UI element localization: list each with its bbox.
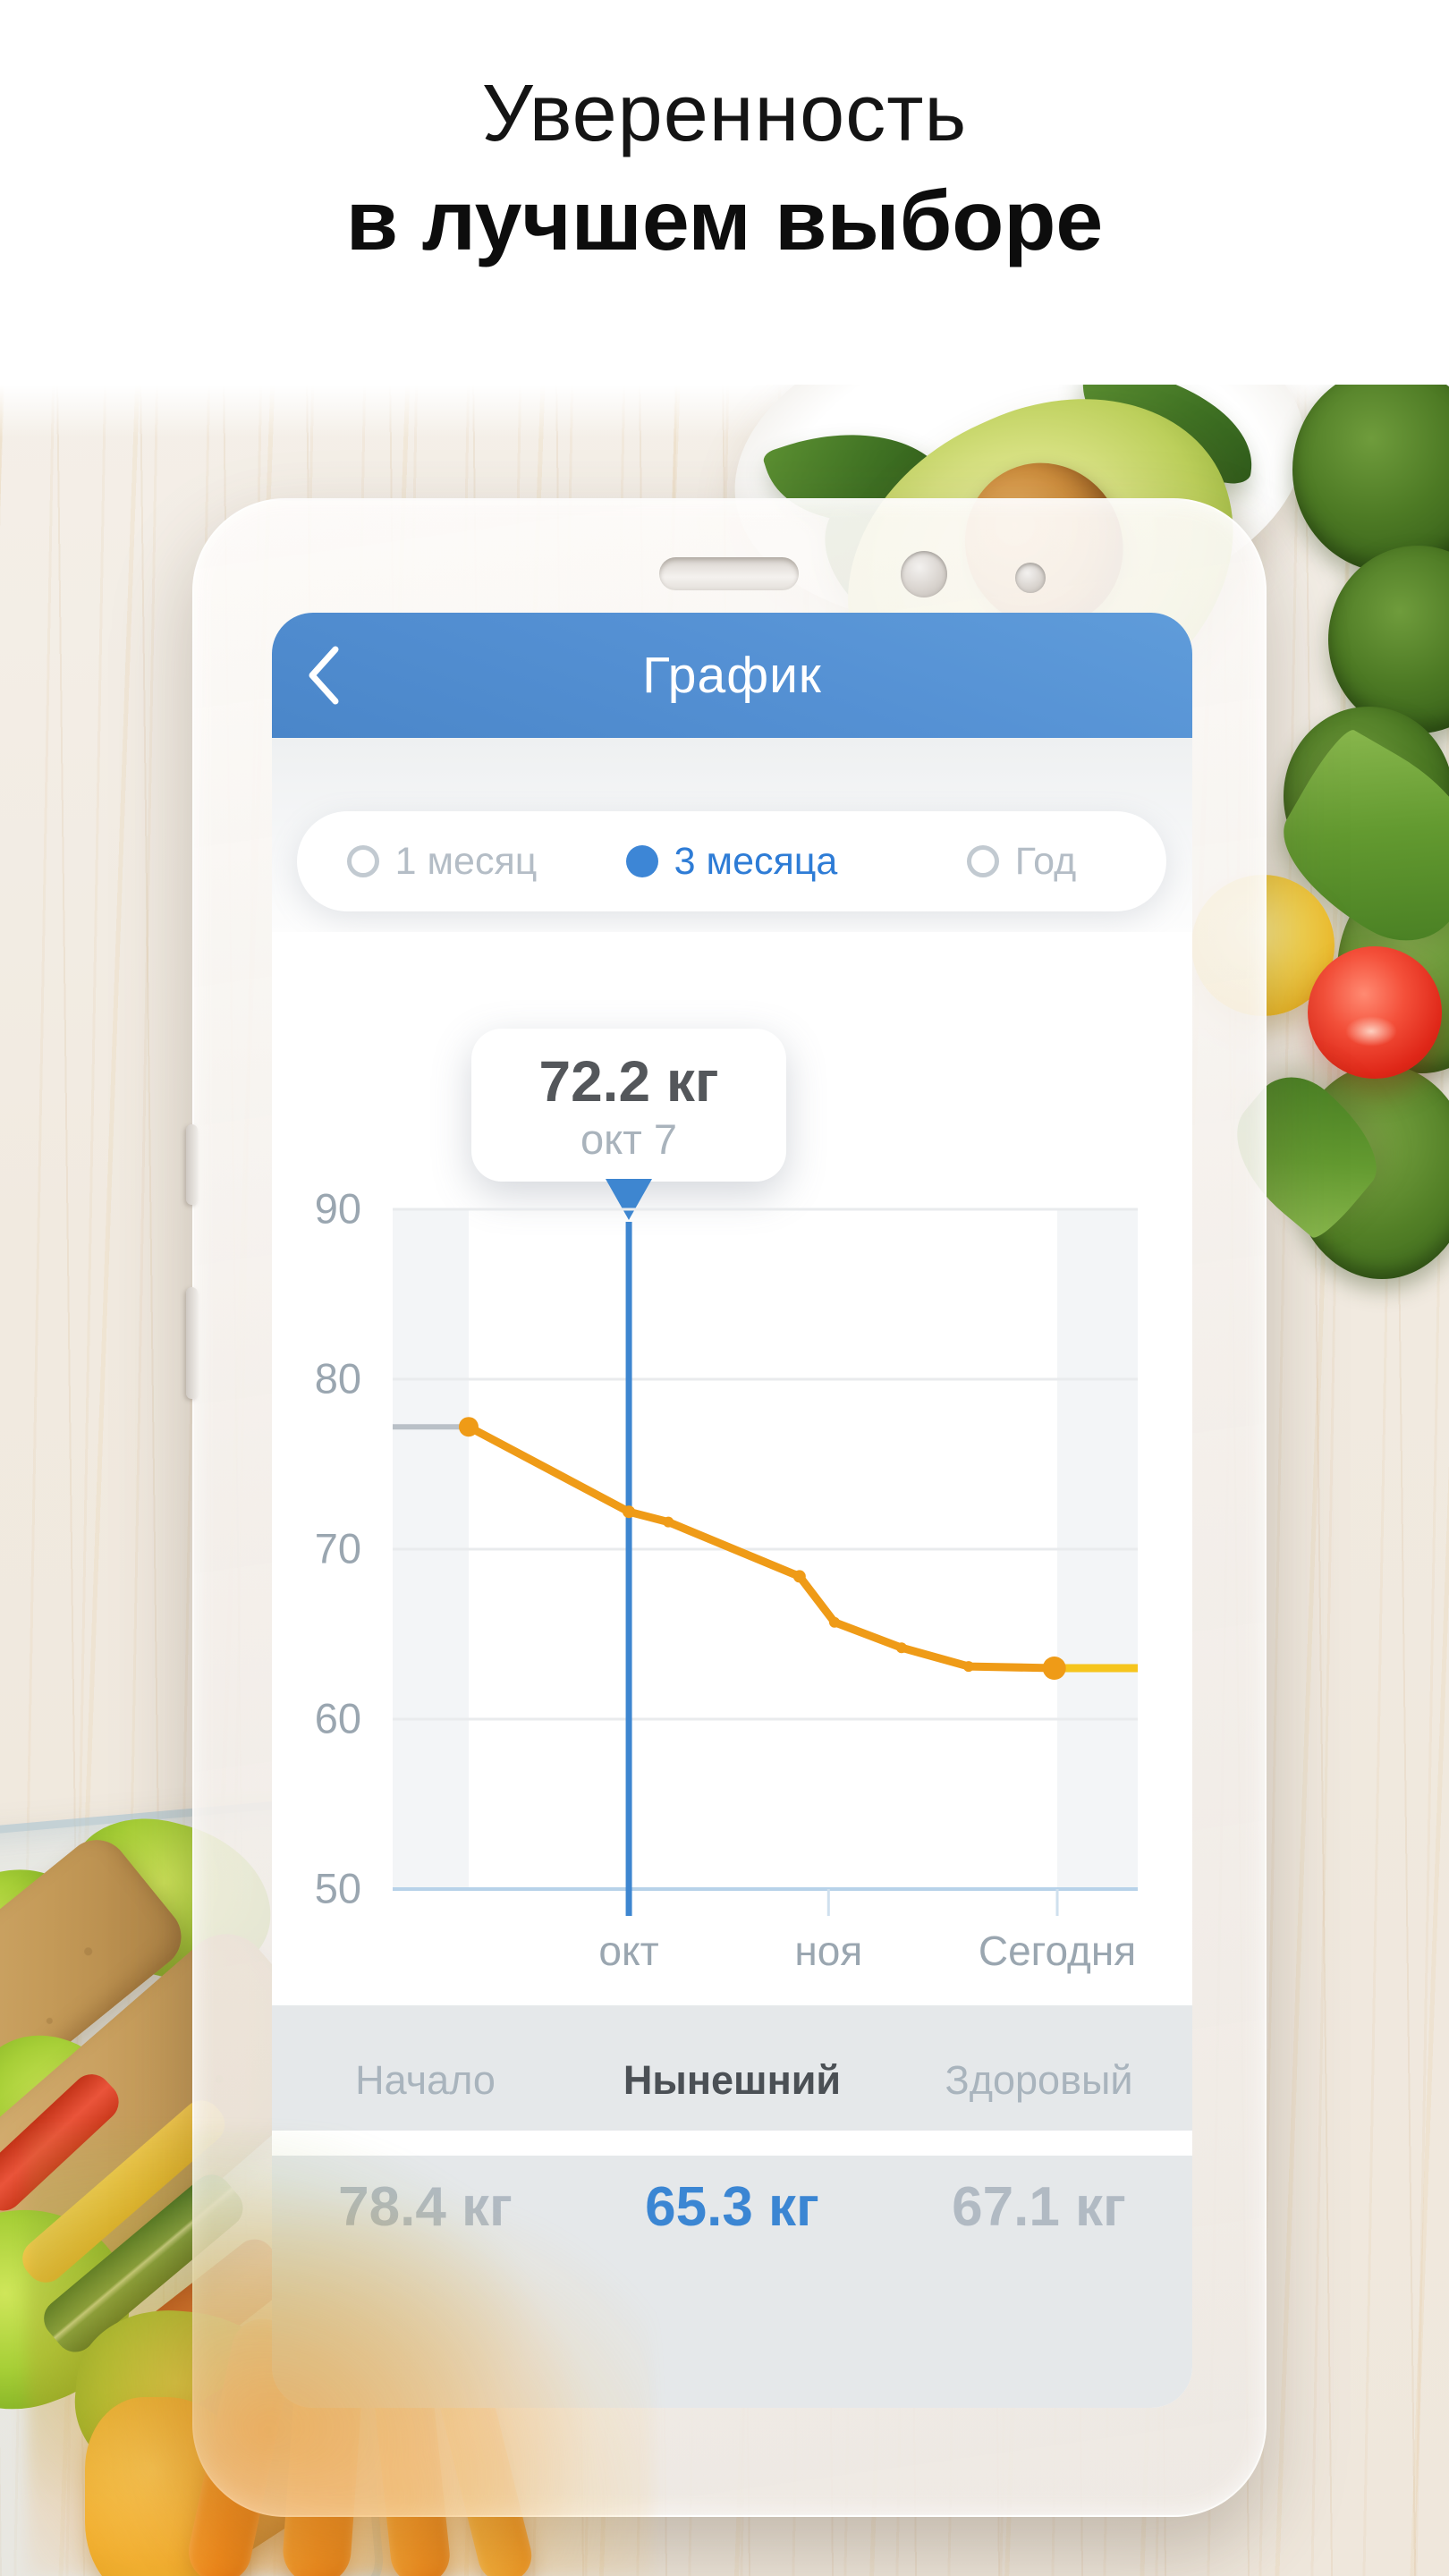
y-tick-label: 80 (314, 1354, 361, 1402)
stat-current-value: 65.3 кг (645, 2176, 819, 2238)
x-tick-label: окт (598, 1928, 659, 1974)
y-axis-labels: 90 80 70 60 50 (272, 1184, 369, 1911)
cherry-tomato-image (1308, 946, 1442, 1079)
stat-start: Начало (355, 2057, 496, 2103)
y-tick-label: 90 (314, 1184, 361, 1233)
earpiece-speaker (659, 557, 799, 590)
y-tick-label: 70 (314, 1524, 361, 1572)
radio-icon (625, 845, 658, 877)
stats-divider (272, 2131, 1192, 2156)
stat-healthy: Здоровый (945, 2057, 1133, 2103)
x-tick-label: ноя (794, 1928, 863, 1974)
front-camera (901, 551, 947, 597)
tooltip-date: окт 7 (580, 1115, 677, 1164)
phone-frame: График 1 месяц 3 месяца Год (186, 498, 1267, 2517)
stat-start-value: 78.4 кг (338, 2176, 513, 2238)
power-button (186, 1287, 198, 1399)
radio-icon (346, 845, 379, 877)
volume-button (186, 1124, 198, 1205)
hero-title-line2: в лучшем выборе (345, 174, 1104, 268)
period-option-year[interactable]: Год (877, 840, 1166, 884)
page-title: График (642, 647, 822, 704)
proximity-sensor (1015, 563, 1046, 593)
back-button[interactable] (288, 632, 360, 718)
chart-tooltip: 72.2 кг окт 7 (471, 1029, 786, 1182)
chart-card: 72.2 кг окт 7 90 80 70 60 50 окт ноя Сегодня (272, 932, 1192, 2005)
stats-header-row: Начало Нынешний Здоровый (272, 2057, 1192, 2104)
hero-banner: Уверенность в лучшем выборе (0, 0, 1449, 385)
tooltip-pointer-icon (606, 1179, 652, 1220)
stat-current: Нынешний (623, 2057, 842, 2103)
stats-value-row: 78.4 кг 65.3 кг 67.1 кг (272, 2175, 1192, 2239)
radio-icon (966, 845, 999, 877)
app-screen: График 1 месяц 3 месяца Год (272, 613, 1192, 2408)
period-selector: 1 месяц 3 месяца Год (297, 811, 1166, 911)
x-tick-label: Сегодня (978, 1928, 1137, 1974)
period-option-3-months[interactable]: 3 месяца (587, 840, 877, 884)
chevron-left-icon (309, 646, 339, 705)
stats-panel: Начало Нынешний Здоровый 78.4 кг 65.3 кг… (272, 2005, 1192, 2408)
y-tick-label: 60 (314, 1694, 361, 1742)
weight-chart-svg[interactable] (393, 1208, 1138, 1916)
stat-healthy-value: 67.1 кг (952, 2176, 1126, 2238)
app-header: График (272, 613, 1192, 738)
period-option-1-month[interactable]: 1 месяц (297, 840, 587, 884)
y-tick-label: 50 (314, 1864, 361, 1912)
hero-title-line1: Уверенность (481, 69, 968, 158)
tooltip-value: 72.2 кг (538, 1049, 719, 1114)
